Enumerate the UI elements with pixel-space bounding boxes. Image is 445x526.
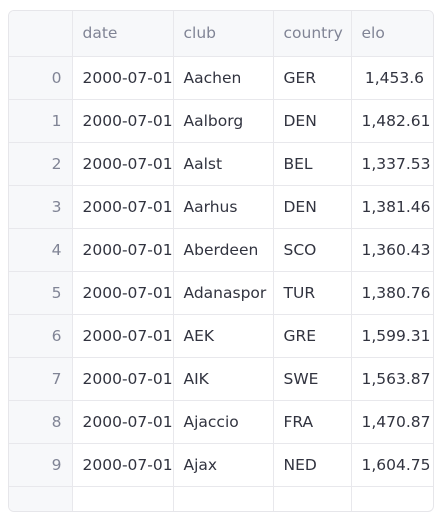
column-header-index <box>9 11 73 57</box>
date-cell[interactable]: 2000-07-01 <box>72 443 174 487</box>
column-header-date[interactable]: date <box>72 11 174 57</box>
row-index-cell[interactable]: 5 <box>9 271 73 315</box>
row-index-cell[interactable]: 4 <box>9 228 73 272</box>
club-cell[interactable]: Ajax <box>173 443 274 487</box>
elo-cell[interactable]: 1,563.87 <box>351 357 433 401</box>
elo-cell[interactable]: 1,453.6 <box>351 56 433 100</box>
country-cell[interactable]: DEN <box>273 185 352 229</box>
row-index-cell[interactable]: 1 <box>9 99 73 143</box>
country-cell[interactable]: NED <box>273 443 352 487</box>
table-row[interactable]: 0 2000-07-01 Aachen GER 1,453.6 <box>9 56 433 100</box>
table-header: date club country elo <box>9 11 433 57</box>
elo-cell[interactable]: 1,360.43 <box>351 228 433 272</box>
column-header-elo[interactable]: elo <box>351 11 433 57</box>
club-cell <box>173 486 274 511</box>
column-header-country[interactable]: country <box>273 11 352 57</box>
date-cell[interactable]: 2000-07-01 <box>72 357 174 401</box>
country-cell[interactable]: SWE <box>273 357 352 401</box>
club-cell[interactable]: AEK <box>173 314 274 358</box>
column-header-club[interactable]: club <box>173 11 274 57</box>
date-cell[interactable]: 2000-07-01 <box>72 228 174 272</box>
header-row: date club country elo <box>9 11 433 57</box>
table-row[interactable]: 3 2000-07-01 Aarhus DEN 1,381.46 <box>9 185 433 229</box>
elo-cell[interactable]: 1,470.87 <box>351 400 433 444</box>
dataframe-table[interactable]: date club country elo 0 2000-07-01 Aachen G… <box>8 10 434 512</box>
club-cell[interactable]: Aarhus <box>173 185 274 229</box>
row-index-cell <box>9 486 73 511</box>
table-row[interactable]: 4 2000-07-01 Aberdeen SCO 1,360.43 <box>9 228 433 272</box>
elo-cell <box>351 486 433 511</box>
club-cell[interactable]: Aalborg <box>173 99 274 143</box>
row-index-cell[interactable]: 3 <box>9 185 73 229</box>
table-row[interactable]: 6 2000-07-01 AEK GRE 1,599.31 <box>9 314 433 358</box>
date-cell <box>72 486 174 511</box>
club-cell[interactable]: Adanaspor <box>173 271 274 315</box>
table-row[interactable]: 1 2000-07-01 Aalborg DEN 1,482.61 <box>9 99 433 143</box>
table-row[interactable]: 8 2000-07-01 Ajaccio FRA 1,470.87 <box>9 400 433 444</box>
elo-cell[interactable]: 1,381.46 <box>351 185 433 229</box>
date-cell[interactable]: 2000-07-01 <box>72 99 174 143</box>
country-cell[interactable]: FRA <box>273 400 352 444</box>
country-cell[interactable]: TUR <box>273 271 352 315</box>
row-index-cell[interactable]: 2 <box>9 142 73 186</box>
table-body: 0 2000-07-01 Aachen GER 1,453.6 1 2000-07-01 Aa… <box>9 56 433 511</box>
date-cell[interactable]: 2000-07-01 <box>72 314 174 358</box>
elo-cell[interactable]: 1,380.76 <box>351 271 433 315</box>
club-cell[interactable]: Aalst <box>173 142 274 186</box>
country-cell[interactable]: SCO <box>273 228 352 272</box>
table-row[interactable]: 9 2000-07-01 Ajax NED 1,604.75 <box>9 443 433 487</box>
country-cell[interactable]: DEN <box>273 99 352 143</box>
country-cell[interactable]: BEL <box>273 142 352 186</box>
country-cell <box>273 486 352 511</box>
row-index-cell[interactable]: 8 <box>9 400 73 444</box>
club-cell[interactable]: Ajaccio <box>173 400 274 444</box>
date-cell[interactable]: 2000-07-01 <box>72 400 174 444</box>
elo-cell[interactable]: 1,599.31 <box>351 314 433 358</box>
table-row-partial <box>9 486 433 511</box>
country-cell[interactable]: GER <box>273 56 352 100</box>
date-cell[interactable]: 2000-07-01 <box>72 142 174 186</box>
date-cell[interactable]: 2000-07-01 <box>72 185 174 229</box>
row-index-cell[interactable]: 7 <box>9 357 73 401</box>
elo-cell[interactable]: 1,337.53 <box>351 142 433 186</box>
elo-cell[interactable]: 1,482.61 <box>351 99 433 143</box>
club-cell[interactable]: Aachen <box>173 56 274 100</box>
country-cell[interactable]: GRE <box>273 314 352 358</box>
row-index-cell[interactable]: 6 <box>9 314 73 358</box>
club-cell[interactable]: Aberdeen <box>173 228 274 272</box>
elo-cell[interactable]: 1,604.75 <box>351 443 433 487</box>
date-cell[interactable]: 2000-07-01 <box>72 56 174 100</box>
table-row[interactable]: 5 2000-07-01 Adanaspor TUR 1,380.76 <box>9 271 433 315</box>
row-index-cell[interactable]: 0 <box>9 56 73 100</box>
data-grid: date club country elo 0 2000-07-01 Aachen G… <box>9 11 433 511</box>
table-row[interactable]: 7 2000-07-01 AIK SWE 1,563.87 <box>9 357 433 401</box>
date-cell[interactable]: 2000-07-01 <box>72 271 174 315</box>
club-cell[interactable]: AIK <box>173 357 274 401</box>
row-index-cell[interactable]: 9 <box>9 443 73 487</box>
table-row[interactable]: 2 2000-07-01 Aalst BEL 1,337.53 <box>9 142 433 186</box>
